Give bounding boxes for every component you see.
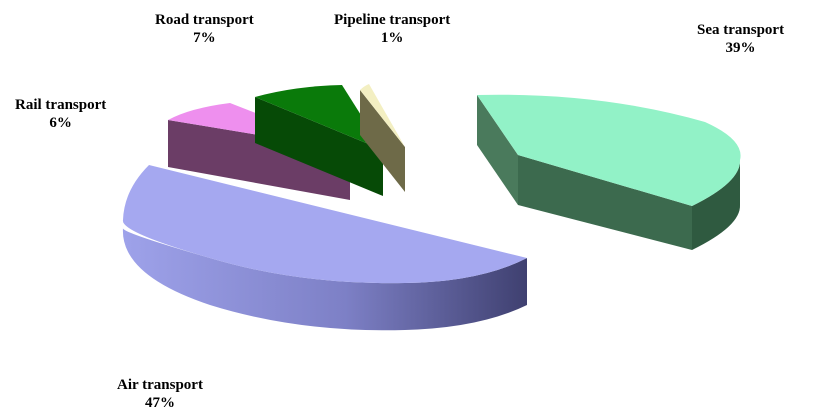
slice-rail-transport-side bbox=[168, 120, 350, 200]
slice-road-transport-top bbox=[255, 85, 383, 150]
label-rail-transport-name: Rail transport bbox=[15, 97, 107, 113]
slice-sea-transport bbox=[477, 94, 741, 250]
slice-air-transport-top bbox=[122, 165, 527, 284]
slice-air-transport-side bbox=[122, 228, 527, 331]
label-air-transport: Air transport 47% bbox=[117, 376, 203, 412]
slice-pipeline-transport bbox=[360, 84, 405, 192]
label-sea-transport-name: Sea transport bbox=[697, 22, 785, 38]
label-road-transport-name: Road transport bbox=[155, 12, 254, 28]
label-pipeline-transport-value: 1% bbox=[380, 30, 404, 46]
slice-road-transport-side bbox=[255, 97, 383, 196]
label-rail-transport: Rail transport 6% bbox=[15, 96, 106, 132]
slice-pipeline-transport-side bbox=[360, 90, 405, 192]
label-road-transport: Road transport 7% bbox=[155, 11, 254, 47]
label-pipeline-transport: Pipeline transport 1% bbox=[334, 11, 450, 47]
slice-sea-transport-side bbox=[692, 160, 741, 250]
label-pipeline-transport-name: Pipeline transport bbox=[334, 12, 451, 28]
label-rail-transport-value: 6% bbox=[49, 115, 72, 131]
label-road-transport-value: 7% bbox=[193, 30, 216, 46]
slice-pipeline-transport-top bbox=[360, 84, 405, 147]
label-air-transport-value: 47% bbox=[144, 395, 175, 411]
slice-sea-transport-side bbox=[518, 155, 692, 250]
label-sea-transport-value: 39% bbox=[725, 40, 756, 56]
label-sea-transport: Sea transport 39% bbox=[697, 21, 784, 57]
slice-sea-transport-top bbox=[477, 94, 741, 206]
label-air-transport-name: Air transport bbox=[117, 377, 203, 393]
slice-air-transport bbox=[122, 165, 527, 331]
slice-road-transport bbox=[255, 85, 383, 196]
slice-sea-transport-side bbox=[477, 95, 518, 205]
